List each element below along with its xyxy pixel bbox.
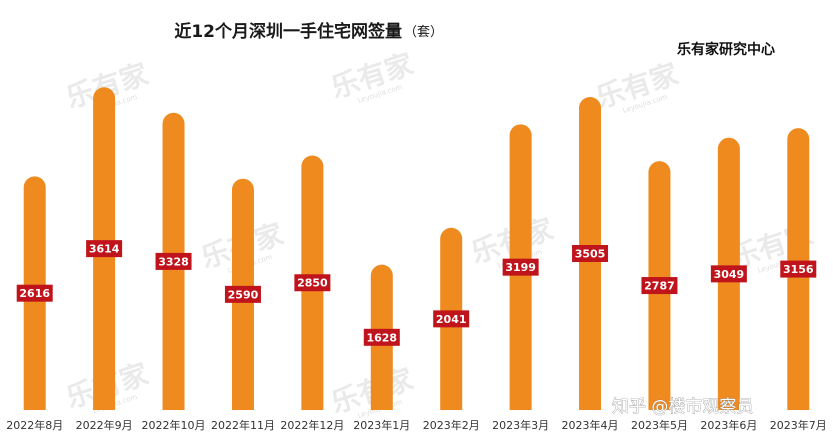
x-tick-label: 2023年4月 [562, 418, 619, 432]
data-label-box [16, 284, 53, 302]
data-label-box [641, 277, 678, 295]
data-label: 3328 [155, 252, 192, 270]
data-labels-layer: 2616 3614 3328 2590 2850 1628 2041 3199 3505 2787… [16, 240, 817, 346]
data-label-box [224, 285, 261, 303]
x-tick-label: 2022年12月 [280, 418, 344, 432]
data-label-text: 3049 [714, 268, 745, 281]
data-label: 3049 [710, 265, 747, 283]
x-tick-label: 2022年11月 [211, 418, 275, 432]
x-tick-label: 2023年3月 [492, 418, 549, 432]
data-label-text: 3505 [575, 248, 606, 261]
data-label-text: 2590 [228, 288, 259, 301]
data-label-text: 2787 [644, 280, 675, 293]
x-axis-ticks: 2022年8月 2022年9月 2022年10月 2022年11月 2022年12月 20… [6, 418, 827, 432]
data-label-text: 1628 [366, 331, 397, 344]
data-label-box [294, 274, 331, 292]
data-label-text: 2850 [297, 277, 328, 290]
data-label-box [572, 245, 609, 263]
data-label-box [363, 328, 400, 346]
data-label: 3614 [86, 240, 123, 258]
x-tick-label: 2022年10月 [142, 418, 206, 432]
data-label-box [433, 310, 470, 328]
data-label: 3505 [572, 245, 609, 263]
data-label-text: 2616 [19, 287, 50, 300]
x-tick-label: 2022年9月 [76, 418, 133, 432]
data-label-box [155, 252, 192, 270]
data-label: 2590 [224, 285, 261, 303]
data-label-text: 3199 [505, 261, 536, 274]
data-label: 2616 [16, 284, 53, 302]
data-label: 1628 [363, 328, 400, 346]
data-label: 3199 [502, 258, 539, 276]
data-label: 3156 [780, 260, 817, 278]
x-tick-label: 2023年6月 [700, 418, 757, 432]
x-tick-label: 2023年7月 [770, 418, 827, 432]
data-label-box [780, 260, 817, 278]
data-label: 2850 [294, 274, 331, 292]
x-tick-label: 2022年8月 [6, 418, 63, 432]
data-label-box [710, 265, 747, 283]
x-tick-label: 2023年5月 [631, 418, 688, 432]
x-tick-label: 2023年2月 [423, 418, 480, 432]
chart-unit: （套） [404, 24, 443, 40]
data-label: 2041 [433, 310, 470, 328]
data-label: 2787 [641, 277, 678, 295]
data-label-text: 3156 [783, 263, 814, 276]
data-label-box [86, 240, 123, 258]
chart-title: 近12个月深圳一手住宅网签量 [174, 21, 402, 42]
x-tick-label: 2023年1月 [353, 418, 410, 432]
data-label-text: 3328 [158, 255, 189, 268]
data-label-box [502, 258, 539, 276]
data-label-text: 3614 [89, 243, 120, 256]
data-label-text: 2041 [436, 313, 467, 326]
zhihu-overlay: 知乎 @楼市观察员 [612, 397, 753, 417]
chart-source: 乐有家研究中心 [677, 41, 775, 58]
